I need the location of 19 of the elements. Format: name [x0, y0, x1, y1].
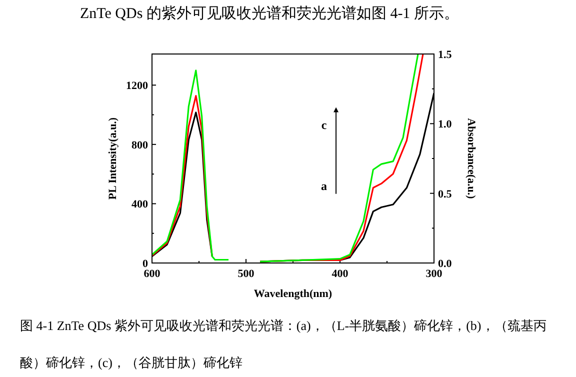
x-tick-label: 400	[332, 268, 349, 280]
y2-tick-label: 0.5	[438, 188, 452, 200]
text: ZnTe QDs 的紫外可见吸收光谱和荧光光谱如图 4-1 所示。	[80, 4, 460, 24]
x-axis-title: Wavelength(nm)	[254, 288, 332, 300]
y-tick-label: 800	[132, 139, 148, 152]
x-tick-label: 500	[238, 268, 255, 280]
y-tick-label: 400	[132, 198, 148, 211]
y2-tick-label: 0.0	[438, 258, 452, 270]
y2-axis-title: Absorbance(a.u.)	[465, 118, 477, 200]
y2-tick-label: 1.5	[438, 49, 452, 61]
y-tick-label: 0	[142, 258, 148, 270]
text: 图 4-1 ZnTe QDs 紫外可见吸收光谱和荧光光谱：(a)，（L-半胱氨酸）碲化锌，(b)，（巯基丙酸）碲化锌，(c)，（谷胱甘肽）碲化锌	[20, 318, 546, 370]
x-tick-label: 600	[144, 268, 161, 280]
y-axis-title: PL Intensity(a.u.)	[107, 117, 119, 200]
x-tick-label: 300	[426, 268, 443, 280]
annotation: c	[321, 118, 328, 132]
annotation: a	[321, 178, 328, 193]
y2-tick-label: 1.0	[438, 118, 452, 131]
y-tick-label: 1200	[126, 80, 148, 92]
